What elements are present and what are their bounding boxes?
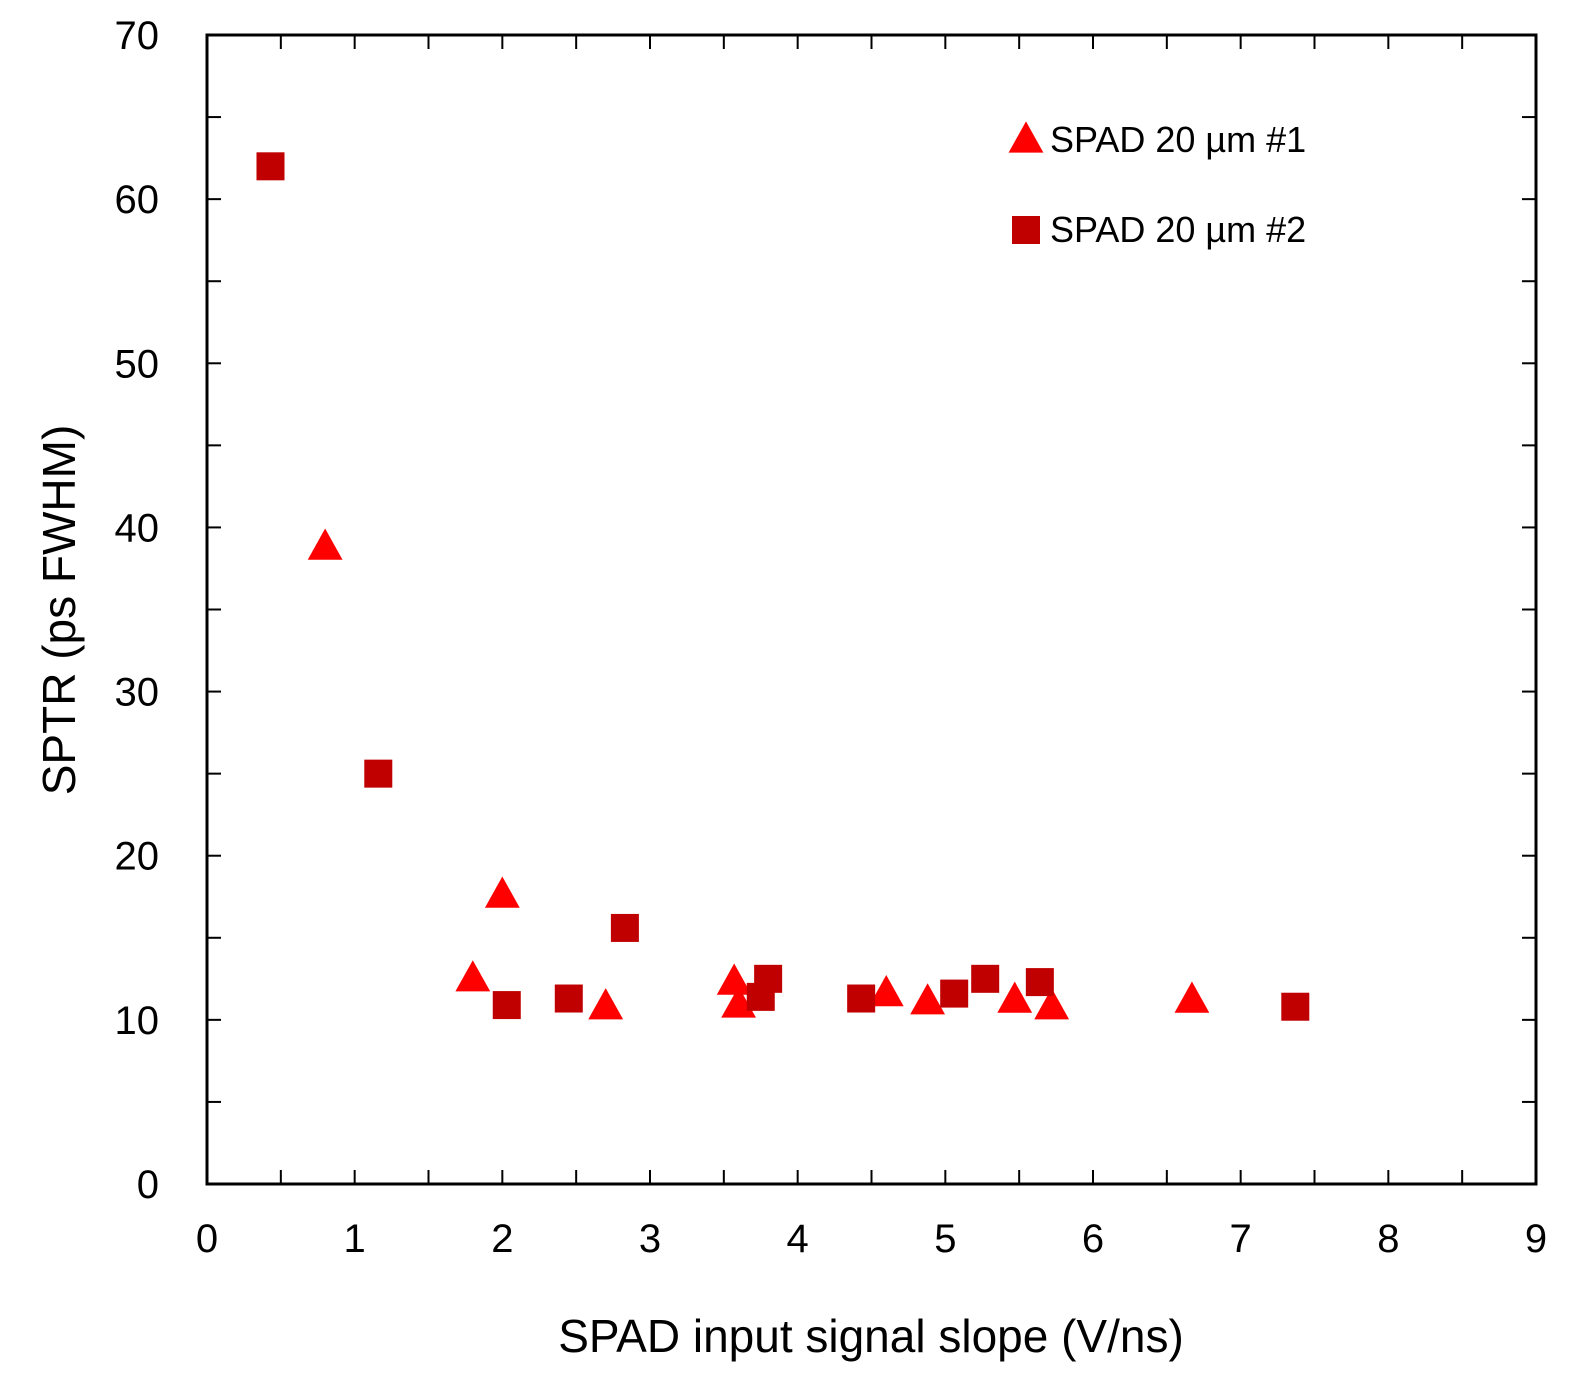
data-point-square [1025,968,1054,997]
data-point-triangle [1034,988,1070,1020]
y-tick-label: 0 [137,1163,159,1207]
data-point-square [971,964,1000,993]
data-point-square [554,984,583,1013]
data-point-square [1281,992,1310,1021]
y-tick-label: 40 [115,506,160,550]
x-tick-label: 0 [196,1217,218,1261]
data-point-triangle [455,960,491,992]
data-point-square [364,759,393,788]
x-tick-label: 9 [1525,1217,1547,1261]
y-tick-label: 60 [115,178,160,222]
x-tick-label: 6 [1082,1217,1104,1261]
y-axis-title: SPTR (ps FWHM) [33,425,85,796]
data-point-square [754,964,783,993]
legend-marker-triangle [1008,121,1044,153]
legend-label-series-2: SPAD 20 µm #2 [1050,209,1306,250]
data-point-triangle [588,988,624,1020]
data-point-triangle [1174,981,1210,1013]
x-tick-label: 4 [787,1217,809,1261]
data-points [256,152,1310,1021]
y-tick-label: 70 [115,14,160,58]
x-tick-label: 3 [639,1217,661,1261]
x-tick-label: 2 [491,1217,513,1261]
data-point-square [847,984,876,1013]
data-point-triangle [997,981,1033,1013]
data-point-square [940,979,969,1008]
data-point-triangle [716,963,752,995]
data-point-square [256,152,285,181]
x-axis-title: SPAD input signal slope (V/ns) [558,1310,1184,1362]
legend-label-series-1: SPAD 20 µm #1 [1050,119,1306,160]
x-tick-label: 1 [344,1217,366,1261]
tick-labels: 0 1 2 3 4 5 6 7 8 9 0 10 20 30 40 50 60 70 [115,14,1548,1261]
data-point-square [610,913,639,942]
data-point-square [492,991,521,1020]
data-point-triangle [484,876,520,908]
data-point-triangle [910,983,946,1015]
y-tick-label: 10 [115,999,160,1043]
y-tick-label: 20 [115,835,160,879]
data-point-triangle [868,974,904,1007]
data-point-triangle [307,528,343,560]
legend-marker-square [1012,216,1040,244]
legend: SPAD 20 µm #1 SPAD 20 µm #2 [1008,119,1306,250]
y-tick-label: 50 [115,342,160,386]
y-tick-label: 30 [115,671,160,715]
x-tick-label: 7 [1230,1217,1252,1261]
x-tick-label: 5 [934,1217,956,1261]
x-tick-label: 8 [1377,1217,1399,1261]
axis-ticks [206,34,1537,1185]
